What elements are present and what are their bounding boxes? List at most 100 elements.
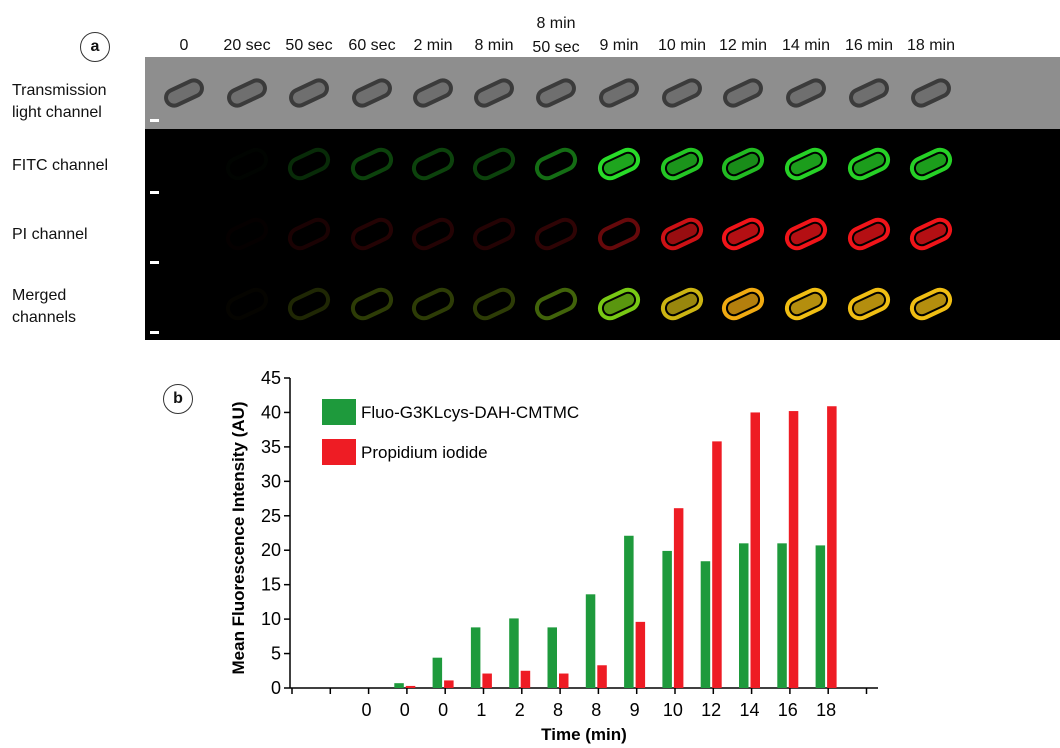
channel-label-pi: PI channel <box>12 226 88 243</box>
cell-fitc <box>534 147 578 181</box>
cell-merged <box>909 287 953 321</box>
legend-swatch <box>322 439 356 465</box>
x-tick-label: 1 <box>476 700 486 720</box>
panel-b-badge: b <box>163 384 193 414</box>
y-tick-label: 40 <box>261 402 281 422</box>
cell-fitc <box>660 147 704 181</box>
cell-pi <box>411 217 455 251</box>
x-axis-title: Time (min) <box>541 725 627 744</box>
cell-outline <box>723 78 763 108</box>
x-tick-label: 14 <box>739 700 759 720</box>
bar-propidium <box>673 508 684 688</box>
cell-outline <box>599 78 639 108</box>
scale-bar <box>150 261 159 264</box>
legend-label: Fluo-G3KLcys-DAH-CMTMC <box>361 403 579 422</box>
cell-outline <box>474 78 514 108</box>
y-tick-label: 45 <box>261 368 281 388</box>
bar-fluo <box>547 627 557 688</box>
cell-fitc <box>350 147 394 181</box>
timepoint-label: 50 sec <box>285 37 333 54</box>
bar-fluo <box>470 627 481 688</box>
x-tick-label: 8 <box>591 700 601 720</box>
bar-propidium <box>520 670 531 688</box>
cell-merged <box>534 287 578 321</box>
bar-fluo <box>662 550 672 688</box>
y-tick-label: 15 <box>261 575 281 595</box>
cell-fitc <box>472 147 516 181</box>
cell-outline <box>289 78 329 108</box>
bar-propidium <box>827 406 837 688</box>
bar-fluo <box>777 543 787 688</box>
cell-pi <box>721 217 765 251</box>
x-tick-label: 16 <box>778 700 798 720</box>
bar-propidium <box>444 680 454 688</box>
x-tick-label: 18 <box>816 700 836 720</box>
bar-propidium <box>559 673 569 688</box>
bar-propidium <box>597 665 607 688</box>
scale-bar <box>150 119 159 122</box>
bar-fluo <box>700 561 711 688</box>
timepoint-label: 60 sec <box>348 37 396 54</box>
cell-pi <box>472 217 516 251</box>
transmission-strip <box>145 57 1060 129</box>
cell-outline <box>413 78 453 108</box>
channel-label-transmission: Transmission light channel <box>12 82 107 121</box>
cell-merged <box>597 287 641 321</box>
timepoint-label: 12 min <box>718 37 768 54</box>
cell-fitc <box>411 147 455 181</box>
bar-propidium <box>788 411 799 688</box>
cell-pi <box>660 217 704 251</box>
cell-fitc <box>597 147 641 181</box>
timepoint-label: 2 min <box>413 37 453 54</box>
bar-propidium <box>750 412 760 688</box>
bar-propidium <box>712 441 722 688</box>
cell-merged <box>350 287 394 321</box>
cell-pi <box>225 217 269 251</box>
legend-label: Propidium iodide <box>361 443 488 462</box>
cell-merged <box>225 287 269 321</box>
bar-propidium <box>482 673 492 688</box>
cell-merged <box>847 287 891 321</box>
timepoint-label: 8 min 50 sec <box>532 15 580 56</box>
timepoint-label: 8 min <box>474 37 514 54</box>
cell-outline <box>352 78 392 108</box>
bar-fluo <box>509 618 519 688</box>
x-tick-label: 9 <box>630 700 640 720</box>
y-tick-label: 20 <box>261 540 281 560</box>
cell-merged <box>287 287 331 321</box>
cell-merged <box>472 287 516 321</box>
cell-pi <box>597 217 641 251</box>
cell-outline <box>227 78 267 108</box>
y-axis-title: Mean Fluorescence Intensity (AU) <box>229 401 248 674</box>
timepoint-label: 16 min <box>844 37 894 54</box>
y-tick-label: 0 <box>271 678 281 698</box>
channel-label-merged: Merged channels <box>12 287 77 326</box>
cell-pi <box>287 217 331 251</box>
cell-pi <box>847 217 891 251</box>
timepoint-label: 9 min <box>599 37 639 54</box>
cell-outline <box>849 78 889 108</box>
panel-a-badge: a <box>80 32 110 62</box>
channel-label-fitc: FITC channel <box>12 157 109 174</box>
cell-outline <box>911 78 951 108</box>
legend-swatch <box>322 399 356 425</box>
cell-fitc <box>784 147 828 181</box>
cell-merged <box>784 287 828 321</box>
bar-fluo <box>739 543 749 688</box>
bar-propidium <box>635 621 646 688</box>
bar-fluo <box>432 657 443 688</box>
x-tick-label: 0 <box>400 700 410 720</box>
cell-merged <box>721 287 765 321</box>
y-tick-label: 5 <box>271 644 281 664</box>
bar-fluo <box>585 594 596 688</box>
bar-propidium <box>405 685 416 688</box>
cell-merged <box>411 287 455 321</box>
bar-fluo <box>394 683 404 688</box>
microscopy-strip <box>145 129 1060 340</box>
cell-pi <box>784 217 828 251</box>
cell-outline <box>536 78 576 108</box>
x-tick-label: 0 <box>438 700 448 720</box>
cell-merged <box>660 287 704 321</box>
cell-fitc <box>721 147 765 181</box>
